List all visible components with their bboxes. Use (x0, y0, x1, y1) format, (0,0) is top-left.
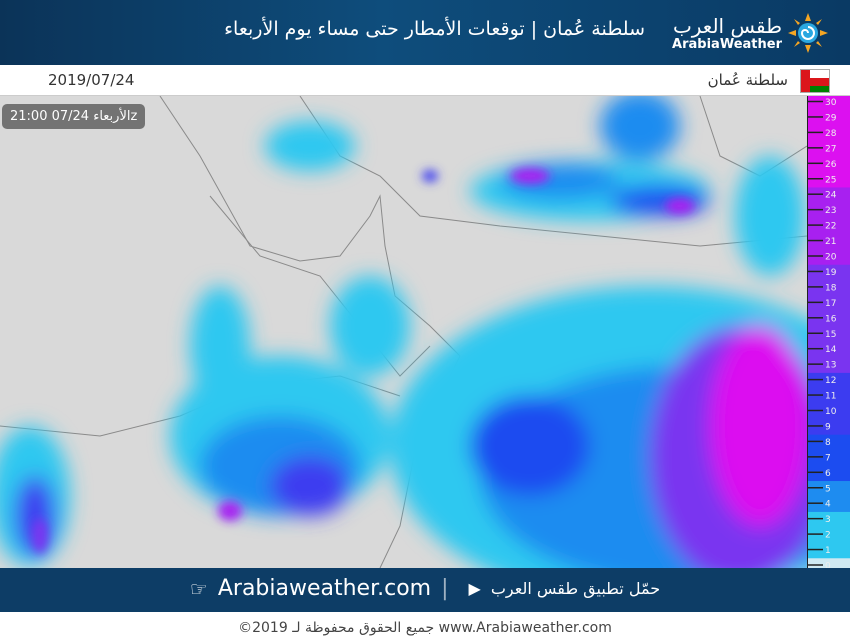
legend-color-band (807, 402, 850, 420)
legend-color-band (807, 201, 850, 219)
legend-tick-label: 3 (825, 515, 831, 525)
legend-color-band (807, 171, 850, 188)
legend-tick-label: 16 (825, 314, 837, 324)
arabiaweather-logo[interactable]: طقس العرب ArabiaWeather (672, 10, 828, 56)
legend-color-band (807, 248, 850, 265)
legend-color-band (807, 263, 850, 281)
legend-tick-label: 10 (825, 407, 837, 417)
legend-tick-label: 25 (825, 175, 836, 185)
legend-tick-label: 7 (825, 453, 831, 463)
legend-tick-label: 8 (825, 438, 831, 448)
legend-color-band (807, 449, 850, 466)
legend-tick-label: 28 (825, 129, 837, 139)
header-banner: سلطنة عُمان | توقعات الأمطار حتى مساء يو… (0, 0, 850, 65)
legend-color-band (807, 186, 850, 203)
legend-tick-label: 20 (825, 253, 837, 263)
legend-color-band (807, 310, 850, 327)
legend-color-band (807, 387, 850, 404)
rainfall-map[interactable]: الأربعاء 07/24 21:00z (0, 96, 807, 568)
legend-color-band (807, 93, 850, 111)
legend-tick-label: 0 (825, 562, 831, 569)
legend-tick-label: 19 (825, 268, 837, 278)
country-name: سلطنة عُمان (707, 71, 788, 89)
legend-color-band (807, 155, 850, 173)
legend-color-band (807, 510, 850, 528)
legend-color-band (807, 480, 850, 497)
legend-color-band (807, 541, 850, 559)
legend-color-band (807, 140, 850, 157)
legend-tick-label: 2 (825, 531, 831, 541)
legend-tick-label: 4 (825, 500, 831, 510)
legend-color-band (807, 325, 850, 342)
legend-color-band (807, 217, 850, 234)
legend-tick-label: 18 (825, 283, 837, 293)
legend-tick-label: 15 (825, 330, 836, 340)
legend-color-band (807, 279, 850, 296)
legend-color-band (807, 232, 850, 250)
legend-color-band (807, 433, 850, 451)
legend-tick-label: 21 (825, 237, 836, 247)
legend-tick-label: 11 (825, 392, 836, 402)
legend-color-band (807, 356, 850, 373)
website-link[interactable]: Arabiaweather.com (217, 576, 432, 601)
legend-color-band (807, 418, 850, 435)
oman-flag-icon (800, 69, 830, 93)
legend-color-band (807, 294, 850, 312)
legend-tick-label: 14 (825, 345, 837, 355)
logo-english: ArabiaWeather (672, 36, 782, 52)
rainfall-legend: 0 1 2 3 4 5 6 7 8 9 10 11 12 13 14 15 16 17 18 19 20 21 22 23 24… (807, 93, 850, 574)
logo-arabic: طقس العرب (672, 13, 782, 38)
legend-tick-label: 23 (825, 206, 836, 216)
download-app-text: حمّل تطبيق طقس العرب (490, 579, 661, 598)
copyright-text: ©2019 جميع الحقوق محفوظة لـ www.Arabiawe… (238, 620, 612, 636)
legend-tick-label: 17 (825, 299, 836, 309)
timestamp-label: الأربعاء 07/24 21:00z (2, 104, 146, 129)
legend-tick-label: 29 (825, 113, 837, 123)
precipitation-overlay (0, 96, 807, 568)
footer-bar: ☞ Arabiaweather.com | ▶ حمّل تطبيق طقس ا… (0, 568, 850, 612)
legend-tick-label: 6 (825, 469, 831, 479)
legend-tick-label: 5 (825, 484, 831, 494)
legend-tick-label: 22 (825, 222, 836, 232)
legend-color-band (807, 371, 850, 389)
legend-tick-label: 27 (825, 144, 836, 154)
hand-pointer-icon: ☞ (189, 576, 208, 601)
divider: | (441, 576, 449, 601)
legend-color-band (807, 526, 850, 543)
legend-tick-label: 24 (825, 191, 837, 201)
legend-tick-label: 26 (825, 160, 837, 170)
page-title: سلطنة عُمان | توقعات الأمطار حتى مساء يو… (224, 18, 645, 40)
legend-color-band (807, 124, 850, 142)
legend-color-band (807, 340, 850, 358)
info-bar: 2019/07/24 سلطنة عُمان (0, 65, 850, 96)
google-play-icon[interactable]: ▶ (468, 579, 481, 598)
legend-tick-label: 9 (825, 422, 831, 432)
legend-tick-label: 30 (825, 98, 837, 108)
legend-tick-label: 12 (825, 376, 836, 386)
legend-color-band (807, 495, 850, 512)
forecast-date: 2019/07/24 (48, 71, 135, 89)
legend-color-band (807, 109, 850, 126)
legend-tick-label: 1 (825, 546, 831, 556)
legend-tick-label: 13 (825, 361, 836, 371)
legend-color-band (807, 464, 850, 482)
sun-swirl-icon (788, 13, 828, 53)
